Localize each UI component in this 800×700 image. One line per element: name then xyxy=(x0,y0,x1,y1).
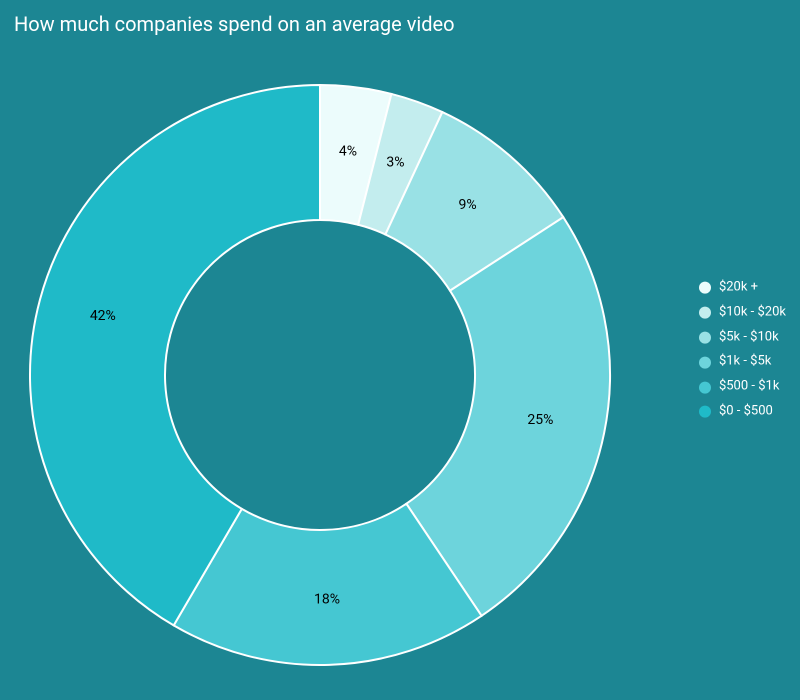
legend-item: $10k - $20k xyxy=(699,302,786,323)
legend-label: $5k - $10k xyxy=(719,327,779,348)
legend-label: $10k - $20k xyxy=(719,302,786,323)
legend-swatch-icon xyxy=(699,307,711,319)
slice-label: 18% xyxy=(314,592,340,608)
legend-swatch-icon xyxy=(699,406,711,418)
donut-chart: 4% 3% 9% 25% 18% 42% xyxy=(0,50,640,690)
legend: $20k + $10k - $20k $5k - $10k $1k - $5k $500… xyxy=(699,274,786,427)
legend-label: $20k + xyxy=(719,278,758,299)
slice-label: 42% xyxy=(90,308,116,324)
legend-item: $0 - $500 xyxy=(699,402,786,423)
legend-label: $1k - $5k xyxy=(719,352,771,373)
legend-item: $5k - $10k xyxy=(699,327,786,348)
legend-item: $20k + xyxy=(699,278,786,299)
slice-label: 3% xyxy=(386,155,404,171)
legend-swatch-icon xyxy=(699,381,711,393)
legend-item: $500 - $1k xyxy=(699,377,786,398)
legend-swatch-icon xyxy=(699,356,711,368)
legend-item: $1k - $5k xyxy=(699,352,786,373)
chart-container: How much companies spend on an average v… xyxy=(0,0,800,700)
legend-label: $500 - $1k xyxy=(719,377,779,398)
legend-swatch-icon xyxy=(699,282,711,294)
slice-label: 9% xyxy=(459,197,477,213)
legend-swatch-icon xyxy=(699,332,711,344)
slice-label: 4% xyxy=(339,143,357,159)
slice-label: 25% xyxy=(527,412,553,428)
legend-label: $0 - $500 xyxy=(719,402,773,423)
chart-title: How much companies spend on an average v… xyxy=(14,12,455,36)
